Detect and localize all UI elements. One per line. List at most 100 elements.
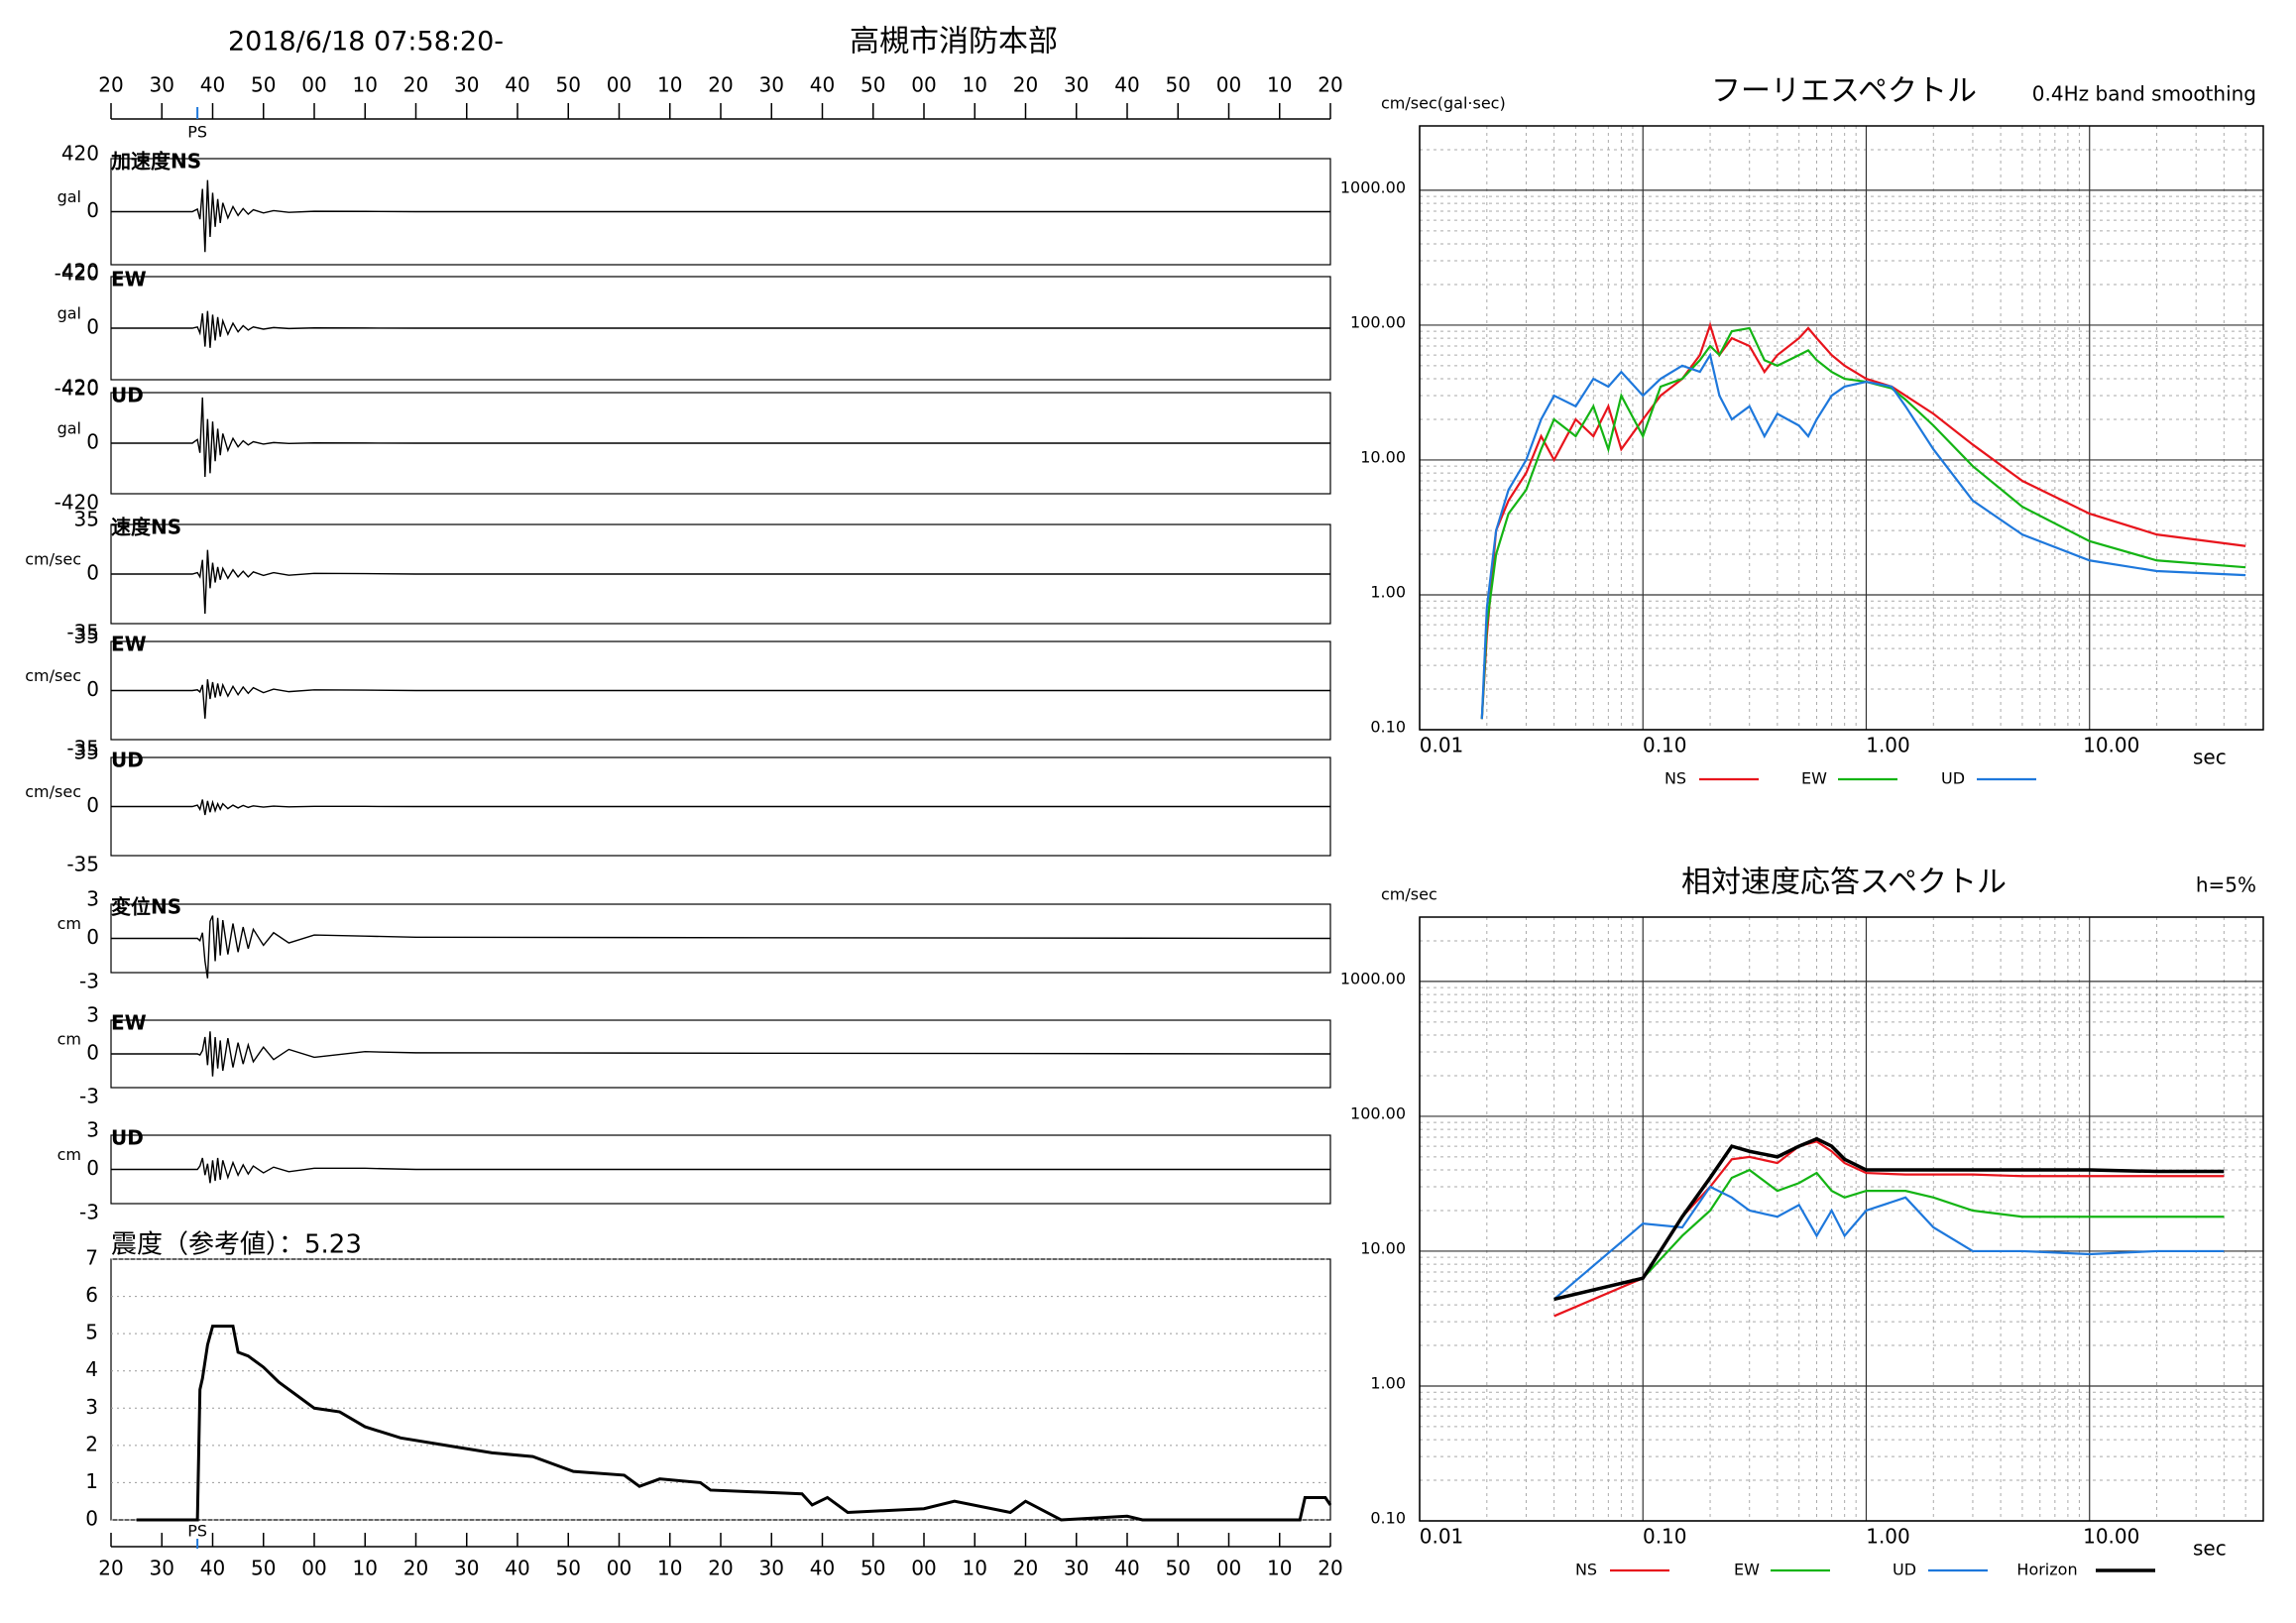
series-line	[1480, 326, 2246, 720]
y-tick-label: 35	[74, 625, 99, 648]
panel-label: 変位NS	[111, 895, 181, 919]
unit-label: cm	[57, 914, 81, 933]
x-tick-label: 50	[251, 1557, 276, 1580]
x-tick-label: 40	[200, 1557, 225, 1580]
plot-frame	[110, 1258, 1331, 1521]
series-line	[1553, 1140, 2225, 1318]
y-tick-label: 0	[86, 561, 99, 585]
x-tick-label: 00	[1216, 1557, 1241, 1580]
ps-label: PS	[187, 123, 207, 142]
x-tick-label: 10	[657, 73, 682, 97]
x-tick-label: 40	[810, 1557, 835, 1580]
y-tick-label: 1.00	[1370, 1373, 1406, 1392]
x-tick-label: 50	[556, 1557, 581, 1580]
panel-label: EW	[111, 633, 147, 656]
y-tick-label: 10.00	[1360, 447, 1406, 466]
x-tick-label: 20	[1013, 73, 1038, 97]
x-tick-label: 10	[963, 1557, 987, 1580]
x-tick-label: 10	[963, 73, 987, 97]
x-tick-label: 40	[1114, 1557, 1139, 1580]
y-tick-label: 0	[86, 677, 99, 701]
y-tick-label: 100.00	[1350, 1103, 1406, 1122]
y-tick-label: 5	[85, 1321, 98, 1344]
waveform-line	[111, 397, 1330, 478]
x-tick-label: 50	[861, 73, 885, 97]
series-line	[1480, 352, 2246, 720]
x-tick-label: 50	[556, 73, 581, 97]
unit-label: gal	[57, 304, 81, 323]
x-tick-label: 30	[150, 73, 174, 97]
panel-label: UD	[111, 384, 144, 407]
panel-label: EW	[111, 1011, 147, 1035]
y-tick-label: 0	[86, 925, 99, 949]
unit-label: cm/sec	[25, 550, 81, 569]
x-tick-label: 30	[454, 73, 479, 97]
y-tick-label: 1	[85, 1469, 98, 1493]
x-tick-label: 40	[505, 73, 529, 97]
unit-label: cm/sec	[25, 782, 81, 801]
unit-label: cm	[57, 1030, 81, 1049]
panel-label: EW	[111, 268, 147, 291]
y-tick-label: 1000.00	[1340, 969, 1406, 987]
x-tick-label: 0.01	[1420, 734, 1464, 757]
x-tick-label: 00	[301, 73, 326, 97]
x-tick-label: 50	[251, 73, 276, 97]
x-tick-label: 00	[607, 1557, 631, 1580]
y-tick-label: 420	[61, 376, 99, 400]
x-tick-label: 10	[1267, 73, 1292, 97]
y-axis-label: cm/sec(gal·sec)	[1381, 94, 1506, 113]
y-tick-label: -3	[79, 1201, 99, 1224]
y-tick-label: 35	[74, 508, 99, 531]
y-tick-label: 0.10	[1370, 718, 1406, 737]
legend-label: Horizon	[2016, 1561, 2077, 1579]
x-tick-label: 20	[403, 73, 428, 97]
y-tick-label: -3	[79, 1085, 99, 1108]
y-tick-label: 0	[85, 1507, 98, 1531]
series-line	[1553, 1136, 2225, 1302]
x-tick-label: 00	[911, 1557, 936, 1580]
chart-subtitle: h=5%	[2196, 873, 2256, 897]
waveform-line	[111, 549, 1330, 615]
x-tick-label: 30	[759, 1557, 784, 1580]
y-tick-label: -35	[66, 853, 99, 876]
plot-area	[1480, 321, 2246, 720]
x-tick-label: 20	[1318, 1557, 1342, 1580]
legend-label: NS	[1665, 769, 1686, 788]
x-tick-label: 30	[759, 73, 784, 97]
unit-label: gal	[57, 419, 81, 438]
x-tick-label: 20	[98, 1557, 123, 1580]
x-tick-label: 30	[1064, 1557, 1089, 1580]
series-line	[1552, 1185, 2225, 1301]
x-tick-label: 20	[1318, 73, 1342, 97]
intensity-line	[136, 1325, 1332, 1522]
series-line	[1553, 1168, 2225, 1301]
y-tick-label: 3	[85, 1395, 98, 1419]
y-tick-label: 0	[86, 793, 99, 817]
datetime: 2018/6/18 07:58:20-	[228, 27, 504, 58]
x-tick-label: 30	[150, 1557, 174, 1580]
y-tick-label: -35	[66, 737, 99, 760]
y-tick-label: -420	[55, 491, 99, 515]
x-tick-label: 1.00	[1866, 1525, 1910, 1549]
x-tick-label: 20	[1013, 1557, 1038, 1580]
x-tick-label: 00	[607, 73, 631, 97]
y-tick-label: 4	[85, 1357, 98, 1381]
x-tick-label: 0.10	[1643, 734, 1687, 757]
x-tick-label: 00	[301, 1557, 326, 1580]
panel-label: 加速度NS	[110, 150, 201, 174]
y-axis-label: cm/sec	[1381, 885, 1437, 904]
x-tick-label: 20	[98, 73, 123, 97]
x-tick-label: 50	[861, 1557, 885, 1580]
x-tick-label: 1.00	[1866, 734, 1910, 757]
legend-label: NS	[1575, 1561, 1597, 1579]
waveform-line	[111, 1031, 1331, 1077]
y-tick-label: 3	[86, 1003, 99, 1027]
x-tick-label: 20	[708, 1557, 733, 1580]
y-tick-label: 10.00	[1360, 1238, 1406, 1257]
station: 高槻市消防本部	[850, 25, 1058, 59]
x-axis-label: sec	[2193, 746, 2227, 769]
waveform-line	[111, 679, 1330, 719]
unit-label: cm	[57, 1145, 81, 1164]
y-tick-label: 3	[86, 887, 99, 911]
